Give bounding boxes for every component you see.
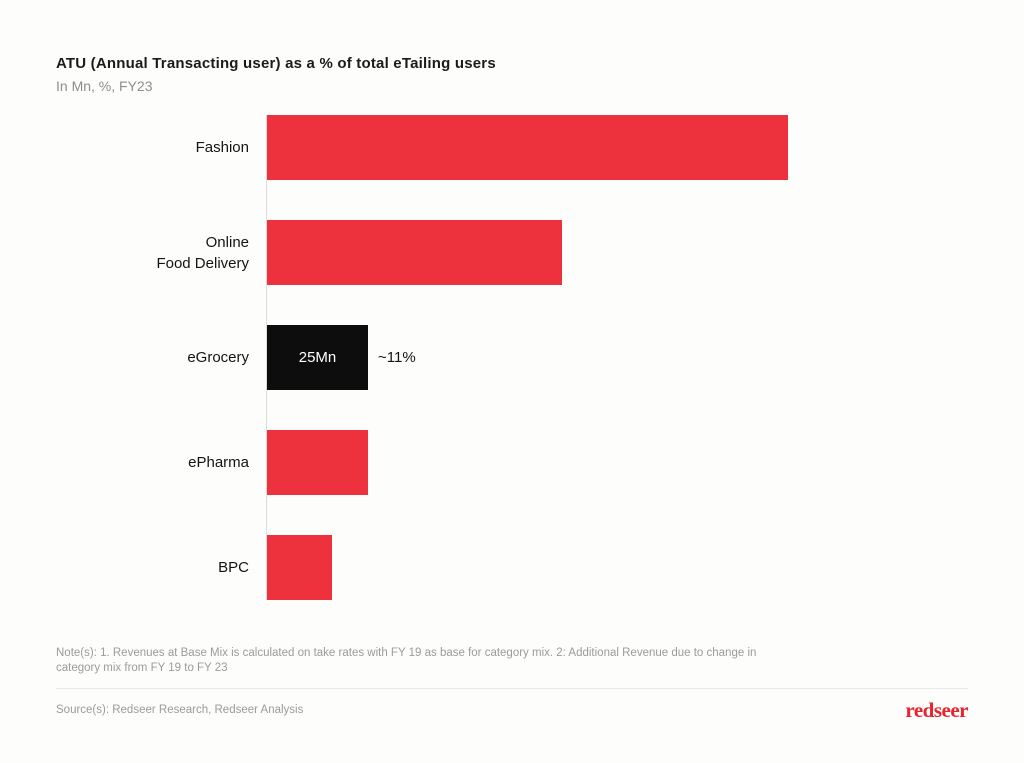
bar-fashion: [267, 115, 788, 180]
bar-row-epharma: ePharma: [188, 430, 1024, 495]
bar-row-fashion: Fashion: [196, 115, 1024, 180]
bar-egrocery: 25Mn: [267, 325, 368, 390]
category-label-egrocery: eGrocery: [187, 349, 249, 366]
category-label-bpc: BPC: [218, 559, 249, 576]
category-label-epharma: ePharma: [188, 454, 249, 471]
bar-row-egrocery: eGrocery 25Mn ~11%: [187, 325, 1024, 390]
footnote-text: Note(s): 1. Revenues at Base Mix is calc…: [56, 647, 757, 674]
page-footer: Note(s): 1. Revenues at Base Mix is calc…: [0, 646, 1024, 722]
bar-online-food-delivery: [267, 220, 562, 285]
bar-row-online-food-delivery: Online Food Delivery: [156, 220, 1024, 285]
bar-value-label: 25Mn: [298, 349, 337, 366]
bar-percent-label: ~11%: [378, 349, 416, 366]
redseer-logo: redseer: [905, 698, 968, 722]
chart-header: ATU (Annual Transacting user) as a % of …: [0, 0, 1024, 95]
bar-epharma: [267, 430, 368, 495]
footer-divider: [56, 688, 968, 689]
chart-subtitle: In Mn, %, FY23: [56, 78, 153, 94]
bar-row-bpc: BPC: [218, 535, 1024, 600]
horizontal-bar-chart: Fashion Online Food Delivery eGrocery 25Mn ~1…: [156, 115, 1024, 600]
source-text: Source(s): Redseer Research, Redseer Ana…: [56, 704, 304, 716]
category-label-fashion: Fashion: [195, 139, 249, 156]
source-row: Source(s): Redseer Research, Redseer Ana…: [56, 698, 968, 722]
chart-title: ATU (Annual Transacting user) as a % of …: [56, 55, 496, 72]
category-label-online-food-delivery: Online Food Delivery: [156, 233, 249, 272]
bar-bpc: [267, 535, 332, 600]
